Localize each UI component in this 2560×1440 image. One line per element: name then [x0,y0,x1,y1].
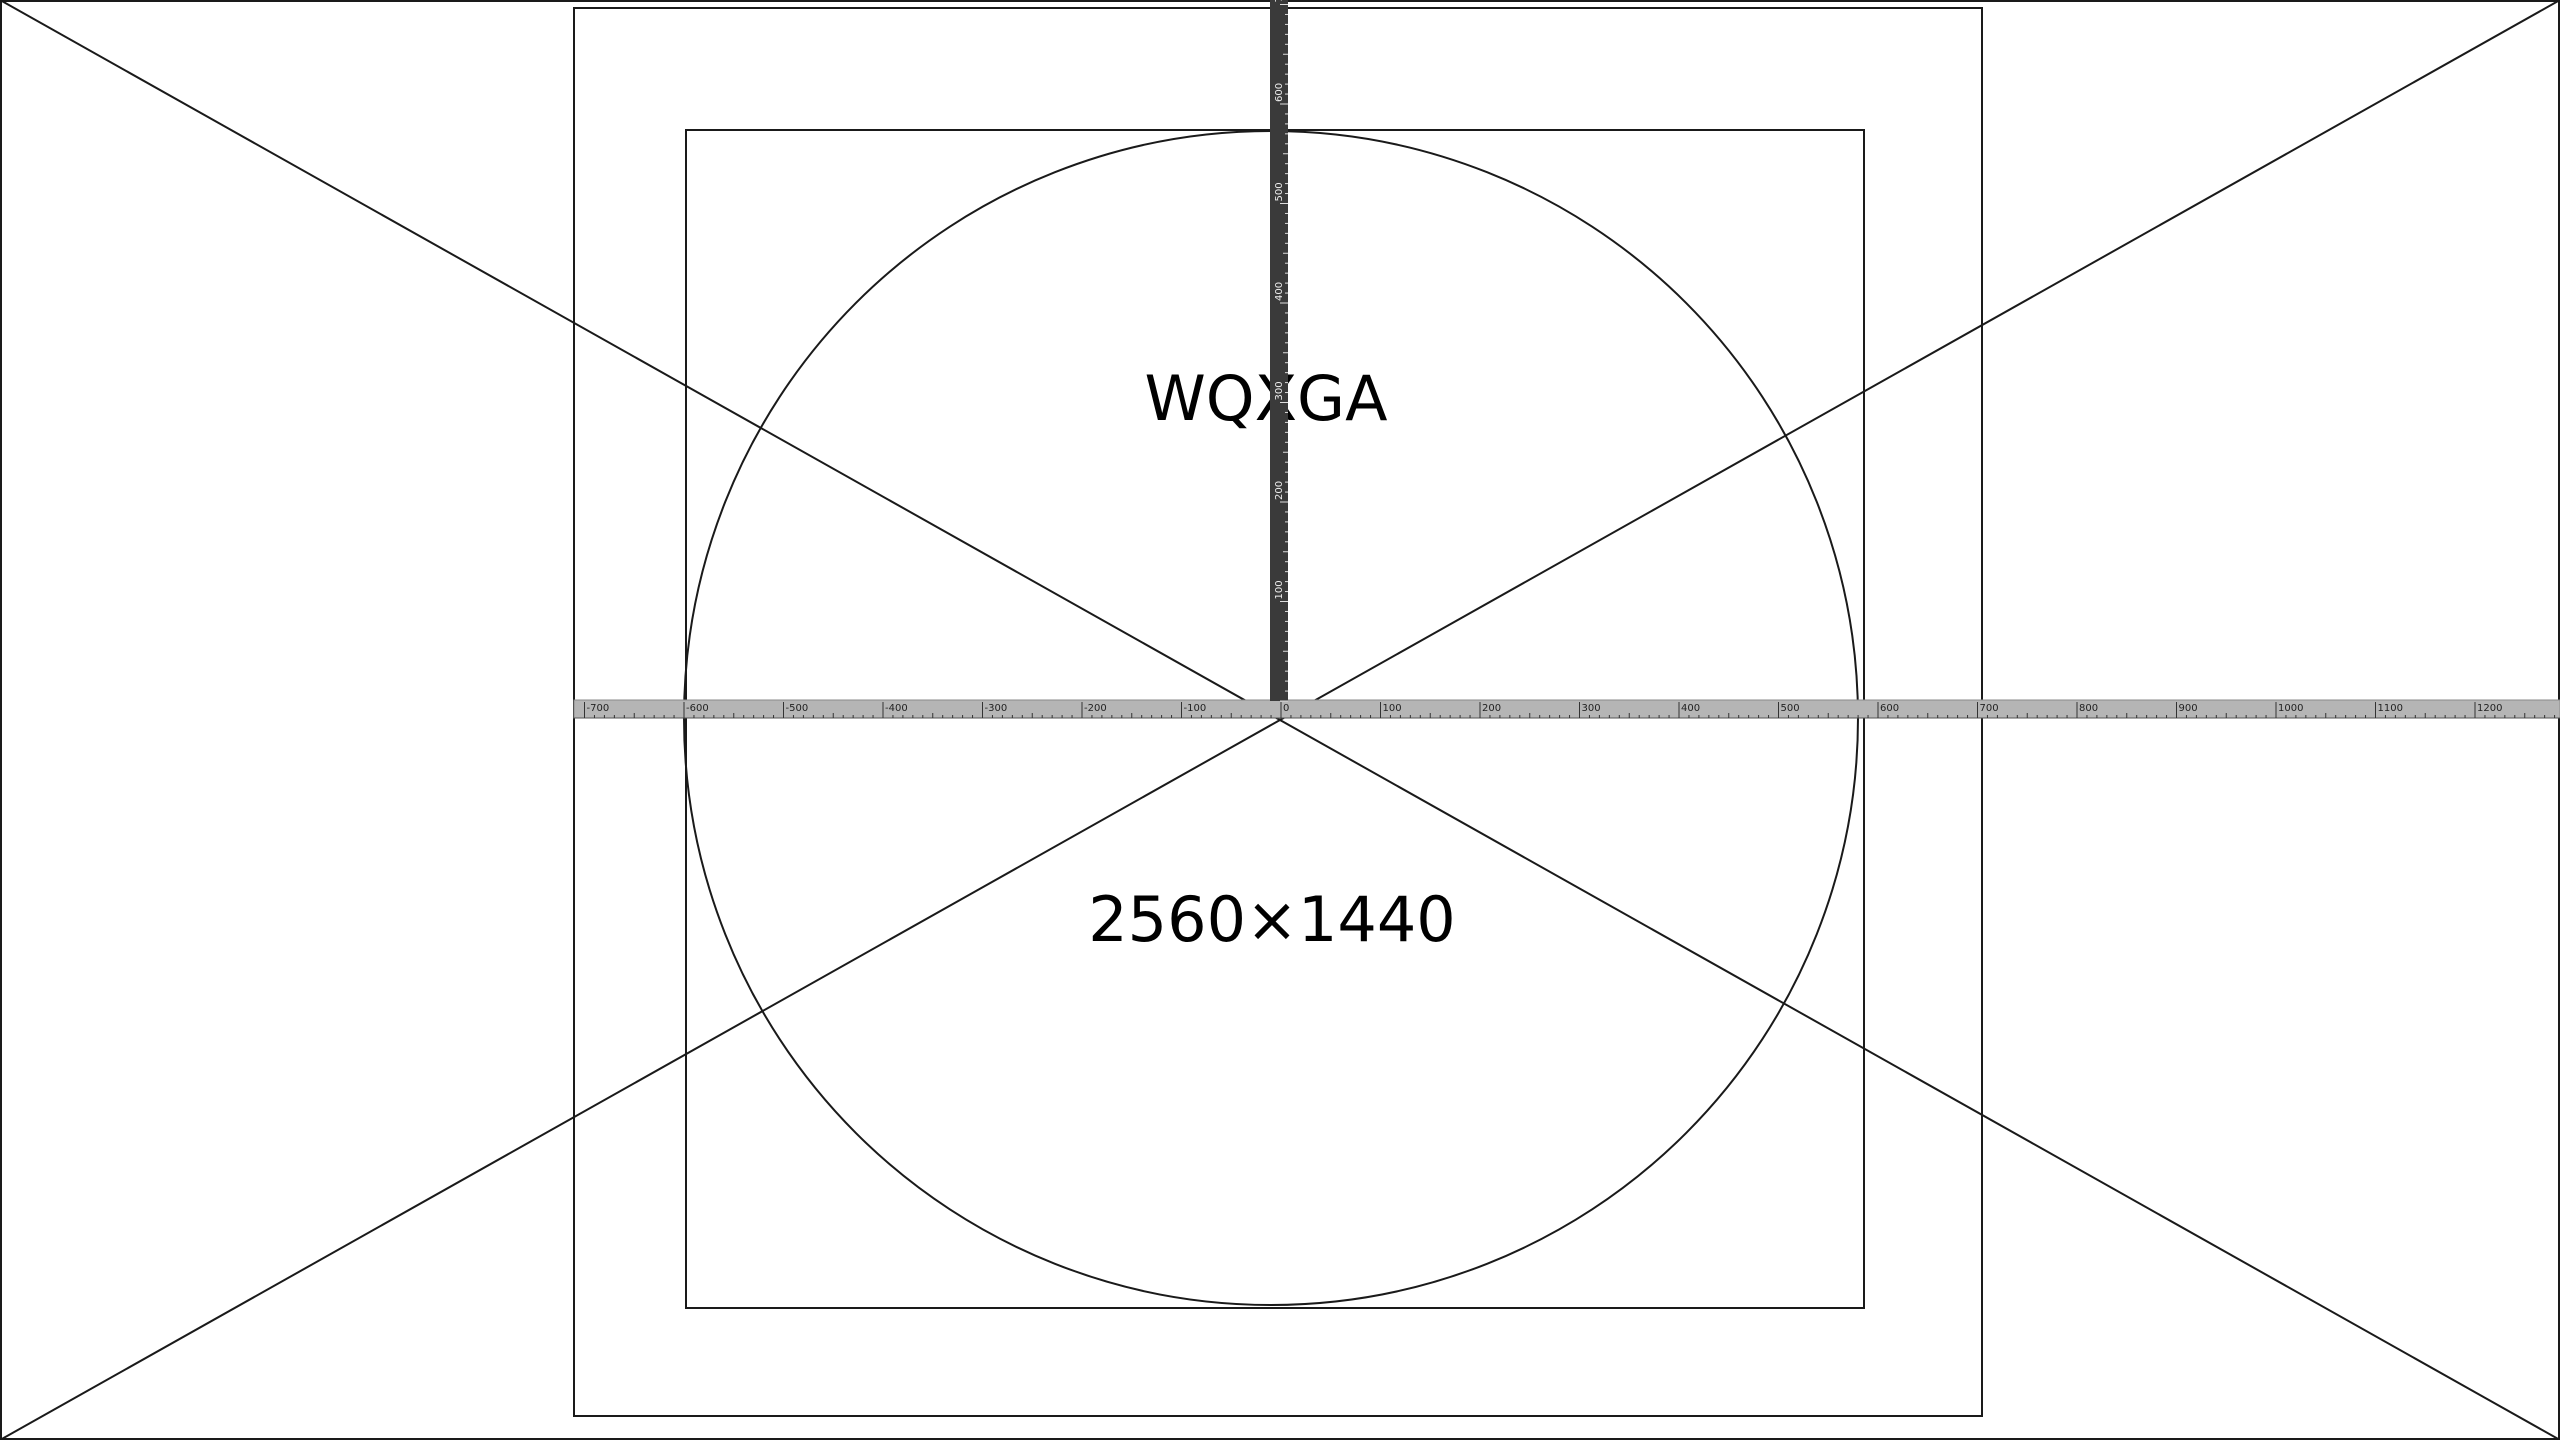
horizontal-ruler-label: 1000 [2278,703,2303,714]
horizontal-ruler-labels: -700 -600 -500 -400 -300 -200 -100 0 100 200 300 40… [584,702,2502,718]
diagonal-bottom-left [0,719,1281,1440]
horizontal-ruler-label: 500 [1781,703,1800,714]
horizontal-ruler-label: -400 [885,703,908,714]
diagonal-top-right [1279,0,2560,721]
horizontal-ruler-label: 900 [2179,703,2198,714]
vertical-ruler-ticks [1280,4,1288,702]
horizontal-ruler: -700 -600 -500 -400 -300 -200 -100 0 100 200 300 40… [573,699,2560,719]
vertical-ruler-label: 300 [1274,381,1285,400]
horizontal-ruler-label: -600 [686,703,709,714]
horizontal-ruler-label: -300 [985,703,1008,714]
horizontal-ruler-label: -500 [786,703,809,714]
vertical-ruler-label: 200 [1274,481,1285,500]
vertical-ruler-label: 500 [1274,182,1285,201]
resolution-label: 2560×1440 [1088,883,1456,956]
vertical-ruler-label: 400 [1274,282,1285,301]
vertical-ruler-labels: 100 200 300 400 500 600 700 [1274,0,1285,600]
horizontal-ruler-label: 1100 [2378,703,2403,714]
horizontal-ruler-label: 1200 [2477,703,2502,714]
vertical-ruler-label: 600 [1274,83,1285,102]
horizontal-ruler-label: 800 [2079,703,2098,714]
diagonal-bottom-right [1279,719,2560,1440]
horizontal-ruler-label: 600 [1880,703,1899,714]
vertical-ruler-label: 700 [1274,0,1285,3]
horizontal-ruler-label: -100 [1184,703,1207,714]
format-name: WQXGA [1144,362,1387,435]
horizontal-ruler-ticks [584,710,2556,718]
horizontal-ruler-label: 0 [1283,703,1289,714]
horizontal-ruler-label: 200 [1482,703,1501,714]
horizontal-ruler-label: 700 [1980,703,1999,714]
horizontal-ruler-label: 300 [1582,703,1601,714]
vertical-ruler: 100 200 300 400 500 600 700 [1270,0,1288,702]
vertical-ruler-bar [1270,0,1288,701]
horizontal-ruler-label: 400 [1681,703,1700,714]
horizontal-ruler-label: -700 [587,703,610,714]
horizontal-ruler-label: 100 [1383,703,1402,714]
vertical-ruler-label: 100 [1274,580,1285,599]
horizontal-ruler-bar [573,699,2560,719]
horizontal-ruler-label: -200 [1084,703,1107,714]
diagonal-top-left [0,0,1281,721]
